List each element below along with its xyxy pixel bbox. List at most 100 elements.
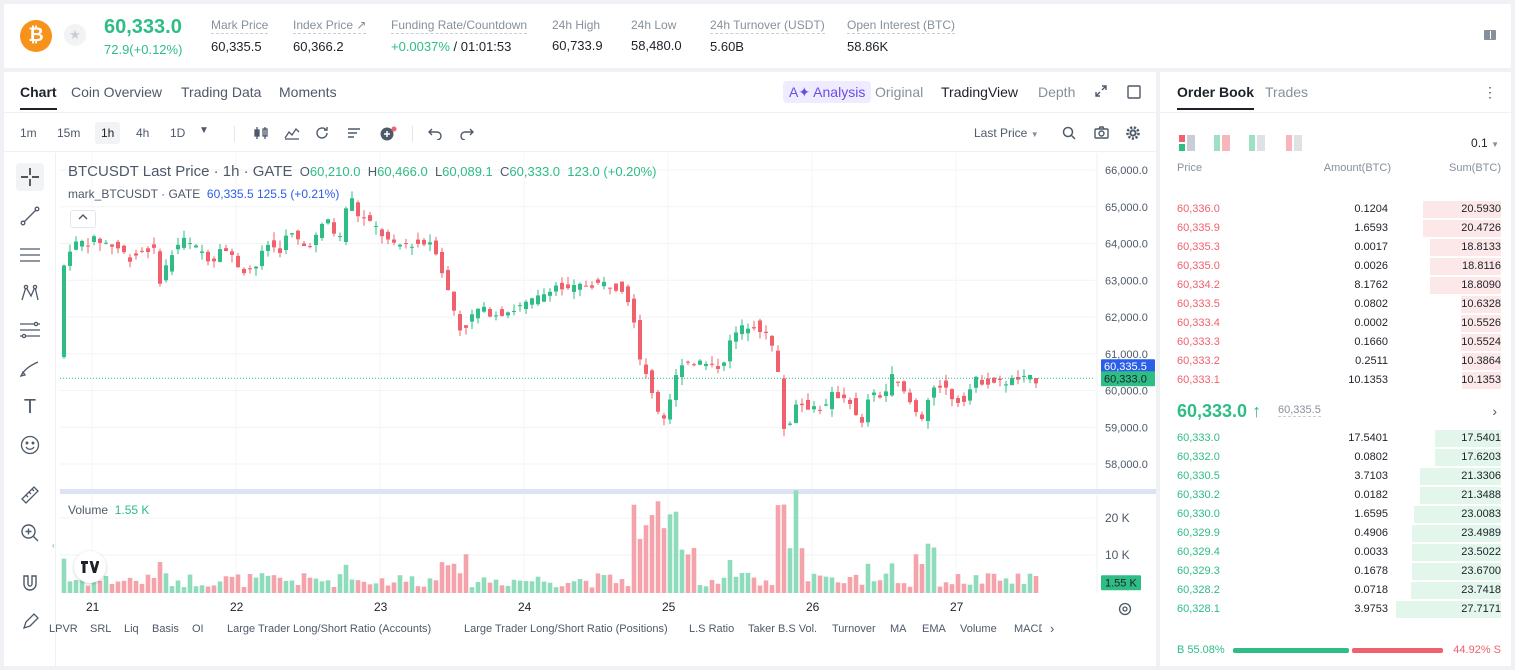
fib-retracement-icon[interactable] — [16, 317, 44, 345]
legend-collapse-button[interactable] — [70, 210, 96, 228]
price-chart[interactable]: 66,000.0 65,000.0 64,000.0 63,000.0 62,000.0… — [60, 153, 1156, 620]
indicator-srl[interactable]: SRL — [90, 623, 112, 635]
stat-open-interest[interactable]: Open Interest (BTC) 58.86K — [847, 18, 956, 54]
ask-row[interactable]: 60,334.2 8.1762 18.8090 — [1160, 276, 1511, 295]
stat-funding-rate[interactable]: Funding Rate/Countdown +0.0037% / 01:01:5… — [391, 18, 528, 54]
bid-row[interactable]: 60,329.4 0.0033 23.5022 — [1160, 543, 1511, 562]
precision-select[interactable]: 0.1 ▼ — [1471, 136, 1499, 150]
candle-type-icon[interactable] — [253, 126, 269, 143]
edit-pen-icon[interactable] — [16, 608, 44, 636]
templates-icon[interactable] — [347, 126, 361, 143]
interval-15m[interactable]: 15m — [57, 126, 81, 140]
view-original[interactable]: Original — [875, 84, 924, 100]
volume-bar — [775, 505, 781, 593]
search-icon[interactable] — [1062, 126, 1076, 143]
book-icon[interactable] — [1483, 28, 1497, 42]
view-bids-icon[interactable] — [1249, 135, 1265, 156]
trend-line-icon[interactable] — [16, 202, 44, 230]
view-asks-bids-icon[interactable] — [1214, 135, 1230, 156]
ask-row[interactable]: 60,333.1 10.1353 10.1353 — [1160, 371, 1511, 390]
stat-index-price[interactable]: Index Price ↗ 60,366.2 — [293, 18, 367, 54]
indicator-lpvr[interactable]: LPVR — [49, 623, 78, 635]
bid-row[interactable]: 60,333.0 17.5401 17.5401 — [1160, 429, 1511, 448]
indicator-turnover[interactable]: Turnover — [832, 623, 876, 635]
bid-row[interactable]: 60,330.2 0.0182 21.3488 — [1160, 486, 1511, 505]
view-depth[interactable]: Depth — [1038, 84, 1076, 100]
indicator-scroll-right-icon[interactable]: › — [1050, 621, 1055, 636]
interval-4h[interactable]: 4h — [136, 126, 150, 140]
indicator-ema[interactable]: EMA — [922, 623, 946, 635]
volume-bar — [139, 583, 145, 593]
refresh-icon[interactable] — [315, 126, 329, 143]
add-indicator-icon[interactable] — [379, 126, 397, 145]
ask-row[interactable]: 60,335.0 0.0026 18.8116 — [1160, 257, 1511, 276]
indicator-ls-ratio[interactable]: L.S Ratio — [689, 623, 735, 635]
interval-1h[interactable]: 1h — [95, 122, 121, 144]
favorite-star-icon[interactable]: ★ — [64, 24, 86, 46]
text-tool-icon[interactable]: T — [23, 395, 37, 418]
indicator-basis[interactable]: Basis — [152, 623, 179, 635]
bid-row[interactable]: 60,330.5 3.7103 21.3306 — [1160, 467, 1511, 486]
interval-1d[interactable]: 1D — [170, 126, 186, 140]
view-asks-icon[interactable] — [1286, 135, 1302, 156]
indicator-taker-bs-vol[interactable]: Taker B.S Vol. — [748, 623, 818, 635]
tab-moments[interactable]: Moments — [279, 84, 337, 100]
tab-chart[interactable]: Chart — [20, 84, 57, 110]
pattern-icon[interactable] — [16, 279, 44, 307]
ask-row[interactable]: 60,333.3 0.1660 10.5524 — [1160, 333, 1511, 352]
tab-trading-data[interactable]: Trading Data — [181, 84, 262, 100]
indicator-volume[interactable]: Volume — [960, 623, 997, 635]
tab-order-book[interactable]: Order Book — [1177, 84, 1255, 110]
tab-trades[interactable]: Trades — [1265, 84, 1309, 100]
zoom-in-icon[interactable] — [16, 519, 44, 547]
magnet-icon[interactable] — [16, 569, 44, 597]
camera-icon[interactable] — [1094, 126, 1109, 143]
ai-analysis-button[interactable]: A✦ Analysis — [783, 81, 872, 103]
ask-row[interactable]: 60,333.2 0.2511 10.3864 — [1160, 352, 1511, 371]
bid-row[interactable]: 60,330.0 1.6595 23.0083 — [1160, 505, 1511, 524]
bid-row[interactable]: 60,328.1 3.9753 27.7171 — [1160, 600, 1511, 619]
bid-row[interactable]: 60,329.9 0.4906 23.4989 — [1160, 524, 1511, 543]
indicator-ma[interactable]: MA — [890, 623, 907, 635]
ruler-icon[interactable] — [16, 481, 44, 509]
chevron-right-icon[interactable]: › — [1492, 403, 1497, 419]
volume-bar — [661, 528, 667, 593]
ask-row[interactable]: 60,333.4 0.0002 10.5526 — [1160, 314, 1511, 333]
bid-row[interactable]: 60,329.3 0.1678 23.6700 — [1160, 562, 1511, 581]
indicator-liq[interactable]: Liq — [124, 623, 139, 635]
bid-row[interactable]: 60,328.2 0.0718 23.7418 — [1160, 581, 1511, 600]
redo-icon[interactable] — [460, 126, 474, 143]
volume-bar — [547, 582, 553, 593]
gear-icon[interactable] — [1126, 126, 1140, 143]
indicator-oi[interactable]: OI — [192, 623, 204, 635]
ask-row[interactable]: 60,333.5 0.0802 10.6328 — [1160, 295, 1511, 314]
horizontal-lines-icon[interactable] — [16, 241, 44, 269]
emoji-icon[interactable] — [16, 431, 44, 459]
indicator-large-trader-accounts[interactable]: Large Trader Long/Short Ratio (Accounts) — [227, 623, 432, 635]
price-type-select[interactable]: Last Price ▼ — [974, 126, 1039, 140]
more-options-icon[interactable]: ⋮ — [1483, 84, 1497, 100]
bid-row[interactable]: 60,332.0 0.0802 17.6203 — [1160, 448, 1511, 467]
brush-icon[interactable] — [16, 355, 44, 383]
window-icon[interactable] — [1127, 85, 1141, 102]
chart-settings-icon[interactable] — [1118, 602, 1132, 621]
undo-icon[interactable] — [428, 126, 442, 143]
tab-coin-overview[interactable]: Coin Overview — [71, 84, 163, 100]
crosshair-icon[interactable] — [16, 163, 44, 191]
indicator-large-trader-positions[interactable]: Large Trader Long/Short Ratio (Positions… — [464, 623, 668, 635]
interval-1m[interactable]: 1m — [20, 126, 37, 140]
view-tradingview[interactable]: TradingView — [941, 84, 1019, 100]
ask-row[interactable]: 60,335.3 0.0017 18.8133 — [1160, 238, 1511, 257]
stat-mark-price[interactable]: Mark Price 60,335.5 — [211, 18, 269, 54]
indicator-macd[interactable]: MACD — [1014, 623, 1042, 635]
indicators-icon[interactable] — [284, 126, 300, 143]
caret-down-icon[interactable]: ▼ — [199, 125, 209, 136]
stat-24h-turnover[interactable]: 24h Turnover (USDT) 5.60B — [710, 18, 825, 54]
ask-row[interactable]: 60,336.0 0.1204 20.5930 — [1160, 200, 1511, 219]
expand-icon[interactable] — [1094, 84, 1108, 101]
drawbar-collapse-icon[interactable]: ‹ — [52, 541, 55, 550]
candle-body — [794, 404, 798, 424]
tradingview-logo-icon[interactable] — [74, 551, 106, 583]
ask-row[interactable]: 60,335.9 1.6593 20.4726 — [1160, 219, 1511, 238]
view-both-icon[interactable] — [1179, 135, 1195, 156]
